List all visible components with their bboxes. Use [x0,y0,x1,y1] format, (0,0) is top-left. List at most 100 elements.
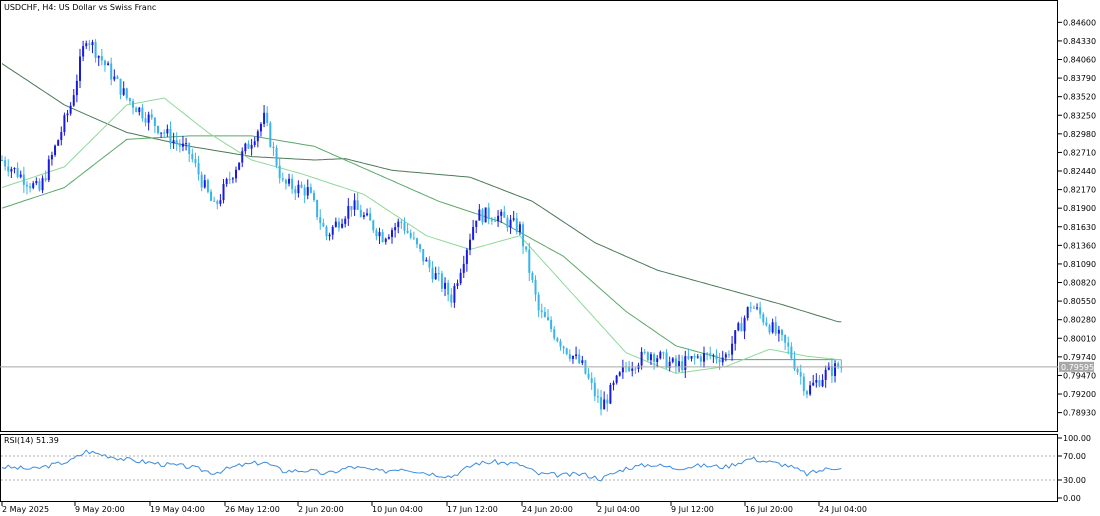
candle [540,303,543,319]
candle [821,374,824,388]
ma-slow-line [1,63,842,323]
candle [740,316,743,332]
candle [29,182,32,193]
candle [247,140,250,149]
time-tick-label: 17 Jun 12:00 [447,505,498,514]
candle [219,194,222,207]
candle [706,351,709,361]
candle [181,136,184,152]
candle [784,334,787,350]
candle [484,207,487,223]
candle [306,179,309,200]
candle [309,183,312,194]
candle [444,277,447,297]
candle [562,345,565,354]
candle [662,351,665,360]
candle [656,355,659,368]
svg-text:0.79595: 0.79595 [1061,363,1094,372]
candle [425,257,428,262]
candle [359,204,362,218]
candle [578,349,581,365]
candle [147,111,150,131]
candle [709,346,712,360]
candle [537,292,540,318]
candle [531,271,534,283]
candle [397,218,400,234]
candle [325,225,328,241]
candle [743,315,746,340]
price-tick-label: 0.78930 [1063,409,1096,418]
candle [428,256,431,273]
candle [715,349,718,364]
candle [796,367,799,375]
candle [640,347,643,370]
candle [684,350,687,378]
candle [132,98,135,115]
candle [256,129,259,148]
candle [263,105,266,128]
candle [94,39,97,63]
candle [634,366,637,374]
candle [659,350,662,360]
candle [525,246,528,253]
candle [138,106,141,116]
candle [38,178,41,192]
current-price-badge: 0.79595 [1059,361,1094,372]
candle [571,355,574,364]
candle [837,361,840,369]
candle [802,373,805,396]
candle [362,212,365,220]
candle [631,361,634,377]
candle [22,166,25,193]
candle [194,152,197,168]
candle [291,174,294,194]
candle [122,81,125,97]
candle [509,214,512,234]
time-axis: 2 May 2025 9 May 20:00 19 May 04:00 26 May … [1,502,867,514]
price-tick-label: 0.83250 [1063,111,1096,120]
candle [54,144,57,157]
candle [259,122,262,137]
candle [185,137,188,151]
candle [518,221,521,236]
candle [160,132,163,138]
candle [600,389,603,416]
candle [809,381,812,396]
candle [275,145,278,169]
candle [334,217,337,228]
candle [547,309,549,321]
candle [762,312,765,326]
price-pane-frame [0,0,1058,432]
time-tick-label: 26 May 12:00 [225,505,280,514]
price-tick-label: 0.81360 [1063,241,1096,250]
candle [590,372,593,390]
time-tick-label: 16 Jul 20:00 [745,505,793,514]
candle [543,307,546,318]
candle [681,355,684,373]
candle [25,181,28,195]
candle [144,112,147,127]
candle [350,205,353,217]
candle [316,199,319,221]
rsi-line [1,449,842,482]
candle [793,351,796,371]
moving-averages [1,63,842,374]
candle [272,141,275,156]
candle [281,172,284,182]
candle [241,147,244,168]
candle [284,178,287,190]
candle [166,124,169,137]
candle [506,215,509,232]
candle [805,389,808,399]
candle [440,270,443,293]
candle [303,184,306,204]
candle [113,69,116,82]
candle [103,59,106,72]
rsi-pane-frame [0,434,1058,502]
candle [765,317,768,327]
candle [41,175,44,194]
candle [375,228,378,241]
candle [472,220,475,241]
candle [88,40,91,51]
